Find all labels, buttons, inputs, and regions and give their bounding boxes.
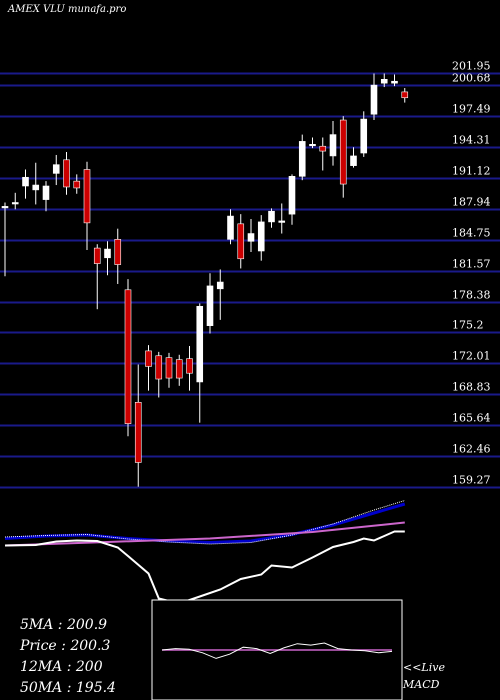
y-tick-label: 168.83: [452, 381, 491, 394]
candle-body: [257, 221, 265, 252]
y-tick-label: 201.95: [452, 60, 491, 73]
price-line: [4, 530, 405, 605]
candle-body: [124, 289, 132, 424]
candle-body: [134, 402, 142, 463]
candle-body: [278, 220, 286, 223]
candle-body: [32, 184, 40, 191]
y-tick-label: 194.31: [452, 134, 491, 147]
candle-body: [22, 176, 29, 187]
candle-body: [83, 169, 91, 224]
moving-average-panel: [4, 500, 406, 605]
candle-body: [165, 357, 173, 379]
y-tick-label: 187.94: [452, 196, 491, 209]
candle-body: [339, 119, 347, 185]
candle-body: [401, 91, 409, 99]
y-tick-label: 181.57: [452, 258, 491, 271]
candle-body: [175, 359, 183, 379]
candle-body: [268, 210, 275, 223]
candle-body: [145, 350, 152, 367]
candle-body: [247, 233, 255, 242]
y-tick-label: 175.2: [452, 319, 484, 332]
y-tick-label: 162.46: [452, 443, 491, 456]
ma-long-line: [4, 521, 405, 547]
y-tick-label: 184.75: [452, 227, 491, 240]
price-grid: [0, 72, 500, 489]
candlestick-series: [1, 73, 409, 487]
candle-body: [309, 143, 316, 147]
y-tick-label: 200.68: [452, 72, 491, 85]
y-tick-label: 197.49: [452, 103, 491, 116]
chart-title: AMEX VLU munafa.pro: [8, 4, 127, 15]
candle-body: [227, 215, 234, 240]
candle-body: [350, 155, 357, 166]
candle-body: [1, 206, 9, 209]
candle-body: [380, 79, 388, 84]
y-tick-label: 178.38: [452, 289, 491, 302]
candle-body: [298, 141, 306, 177]
candle-body: [93, 247, 101, 264]
macd-title: MACD: [403, 678, 440, 691]
y-tick-label: 159.27: [452, 474, 491, 487]
candle-body: [329, 134, 337, 157]
candle-body: [186, 358, 193, 374]
candle-body: [370, 84, 378, 115]
macd-panel: [151, 599, 403, 700]
y-tick-label: 191.12: [452, 165, 491, 178]
y-tick-label: 165.64: [452, 412, 491, 425]
candle-body: [196, 305, 204, 383]
candle-body: [63, 159, 70, 188]
candle-body: [319, 145, 327, 152]
candle-body: [360, 118, 368, 154]
candle-body: [114, 239, 122, 265]
y-tick-label: 172.01: [452, 350, 491, 363]
candle-body: [391, 80, 398, 84]
ma-slow-line: [4, 502, 406, 545]
candle-body: [288, 176, 296, 215]
macd-line: [161, 642, 393, 659]
indicator-readout: 5MA : 200.9 Price : 200.3 12MA : 200 50M…: [20, 615, 116, 699]
candle-body: [216, 281, 224, 290]
macd-label: <<Live MACD: [403, 659, 445, 693]
candle-body: [155, 355, 163, 380]
price-readout: Price : 200.3: [20, 638, 111, 654]
candle-body: [52, 164, 60, 174]
candle-body: [104, 248, 111, 259]
ma12-readout: 12MA : 200: [20, 659, 103, 675]
candle-body: [73, 180, 81, 189]
candle-body: [237, 223, 245, 260]
ma5-readout: 5MA : 200.9: [20, 617, 108, 633]
candle-body: [206, 285, 214, 326]
live-label: <<Live: [403, 661, 445, 674]
candle-body: [42, 185, 50, 200]
ma50-readout: 50MA : 195.4: [20, 680, 116, 696]
ma-fast-line: [4, 500, 405, 545]
candle-body: [11, 202, 19, 205]
